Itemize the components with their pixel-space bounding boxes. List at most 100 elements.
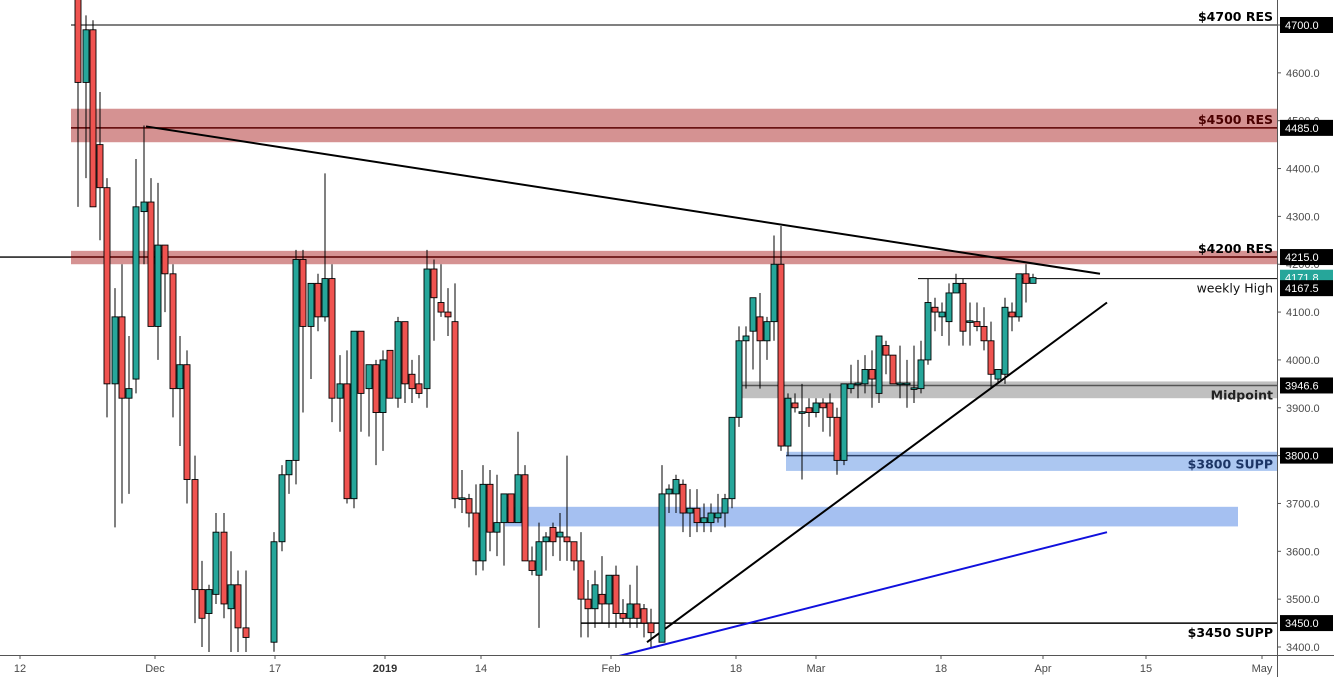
candle[interactable] [910,345,918,403]
candle[interactable] [633,565,641,628]
candle[interactable] [321,173,329,322]
candle[interactable] [973,302,981,332]
candle[interactable] [721,493,729,528]
descending-trendline[interactable] [145,125,1101,275]
candle[interactable] [938,302,946,336]
candle[interactable] [507,493,515,524]
candle[interactable] [861,355,869,394]
candle[interactable] [205,584,213,652]
candle[interactable] [805,398,813,427]
candle[interactable] [220,513,228,619]
zone-midpoint[interactable] [742,381,1277,399]
price-tag[interactable] [1280,17,1333,33]
candle[interactable] [882,340,890,375]
candle[interactable] [714,493,722,523]
candle[interactable] [980,307,988,351]
candle[interactable] [889,354,897,385]
candle[interactable] [700,503,708,533]
candle[interactable] [612,565,620,628]
candle[interactable] [756,292,764,389]
zone-support-3690[interactable] [505,506,1238,527]
candle[interactable] [833,407,841,475]
candle[interactable] [176,336,184,447]
candle[interactable] [749,297,757,370]
price-tag[interactable] [1280,447,1333,464]
candle[interactable] [826,393,834,437]
candle[interactable] [945,283,953,346]
candle[interactable] [542,532,550,571]
candle[interactable] [314,273,322,332]
candle[interactable] [242,570,250,652]
candle[interactable] [234,570,242,652]
candle[interactable] [493,474,501,557]
candle[interactable] [728,416,736,509]
candle[interactable] [198,560,206,647]
candle[interactable] [784,393,792,456]
candle[interactable] [875,335,883,403]
candle[interactable] [96,91,104,241]
candles-layer[interactable] [74,0,1037,652]
candle[interactable] [868,350,876,408]
candle[interactable] [693,489,701,533]
candle[interactable] [408,359,416,403]
candle[interactable] [549,522,557,557]
candle[interactable] [605,574,613,628]
candle[interactable] [336,355,344,432]
candle[interactable] [154,182,162,360]
candle[interactable] [415,355,423,399]
candle[interactable] [379,350,387,451]
candle[interactable] [672,474,680,514]
zone-support-3800[interactable] [786,451,1277,471]
candle[interactable] [584,580,592,638]
candle[interactable] [924,278,932,365]
candle[interactable] [742,326,750,389]
candle[interactable] [679,479,687,533]
ascending-trendline[interactable] [646,301,1108,644]
candle[interactable] [307,282,315,380]
candle[interactable] [847,364,855,394]
candle[interactable] [423,249,431,408]
zone-resistance-4500[interactable] [71,108,1277,143]
candle[interactable] [89,20,97,208]
candle[interactable] [118,264,126,504]
price-tag[interactable] [1280,615,1333,632]
candle[interactable] [401,321,409,403]
candle[interactable] [619,599,627,624]
candle[interactable] [103,178,111,418]
candle[interactable] [444,288,452,336]
price-tag[interactable] [1280,119,1333,136]
candle[interactable] [735,326,743,427]
candle[interactable] [658,465,666,643]
candle[interactable] [270,532,278,652]
candle[interactable] [343,350,351,504]
candle[interactable] [686,489,694,537]
candle[interactable] [665,484,673,514]
candle[interactable] [903,359,911,408]
candle[interactable] [896,345,904,399]
candle[interactable] [528,546,536,576]
candle[interactable] [1001,297,1009,384]
candle[interactable] [535,522,543,628]
candle[interactable] [191,455,199,624]
candle[interactable] [707,503,715,533]
candle[interactable] [169,264,177,418]
candle[interactable] [430,259,438,341]
candle[interactable] [394,316,402,408]
candle[interactable] [458,469,466,514]
candle[interactable] [917,340,925,394]
candle[interactable] [563,455,571,561]
candle[interactable] [987,321,995,389]
candle[interactable] [598,556,606,624]
candle[interactable] [812,398,820,418]
price-axis[interactable]: 4700.04600.04500.04400.04300.04200.04100… [1277,0,1333,677]
price-tag[interactable] [1280,280,1333,297]
candle[interactable] [365,364,373,437]
candle[interactable] [451,283,459,509]
candle[interactable] [791,393,799,413]
candle[interactable] [227,551,235,652]
candle[interactable] [840,383,848,466]
candle[interactable] [1008,302,1016,332]
candle[interactable] [626,584,634,628]
candle[interactable] [591,570,599,628]
